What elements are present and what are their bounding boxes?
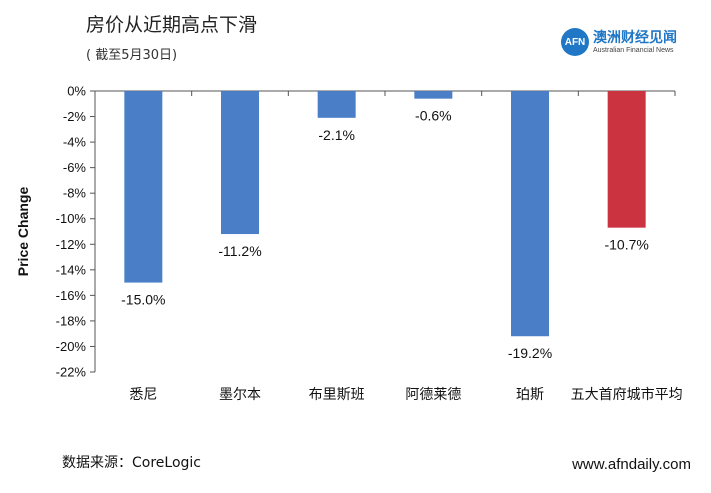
bar xyxy=(414,91,453,99)
data-label: -19.2% xyxy=(508,345,552,361)
y-tick-label: -16% xyxy=(56,288,87,303)
data-label: -0.6% xyxy=(415,108,452,124)
website-url: www.afndaily.com xyxy=(572,456,691,473)
category-label: 悉尼 xyxy=(129,387,157,403)
data-source: 数据来源：CoreLogic xyxy=(62,455,201,471)
data-label: -10.7% xyxy=(604,237,648,253)
y-tick-label: -8% xyxy=(63,186,87,201)
y-tick-label: -20% xyxy=(56,339,87,354)
y-tick-label: 0% xyxy=(67,84,86,99)
afn-logo: AFN 澳洲财经见闻 Australian Financial News xyxy=(561,28,677,56)
bar xyxy=(317,91,356,118)
bar xyxy=(124,91,163,283)
y-axis-title: Price Change xyxy=(15,187,31,277)
chart-title: 房价从近期高点下滑 xyxy=(86,14,258,36)
y-tick-label: -6% xyxy=(63,160,87,175)
y-tick-label: -2% xyxy=(63,109,87,124)
data-label: -15.0% xyxy=(121,292,165,308)
category-label: 墨尔本 xyxy=(219,387,261,403)
bar xyxy=(607,91,646,228)
bar xyxy=(221,91,259,235)
y-tick-label: -14% xyxy=(56,262,87,277)
bar xyxy=(511,91,549,337)
category-label: 珀斯 xyxy=(516,387,544,403)
y-tick-label: -18% xyxy=(56,313,87,328)
logo-en-text: Australian Financial News xyxy=(593,46,674,54)
chart-subtitle: ( 截至5月30日) xyxy=(86,48,178,63)
y-tick-label: -10% xyxy=(56,211,87,226)
afn-logo-icon: AFN xyxy=(561,28,589,56)
y-tick-label: -12% xyxy=(56,237,87,252)
data-label: -2.1% xyxy=(318,127,355,143)
category-label: 五大首府城市平均 xyxy=(571,386,683,403)
logo-cn-text: 澳洲财经见闻 xyxy=(593,29,677,46)
y-tick-label: -22% xyxy=(56,365,87,380)
y-tick-label: -4% xyxy=(63,135,87,150)
category-label: 布里斯班 xyxy=(309,387,365,403)
category-label: 阿德莱德 xyxy=(405,387,461,403)
data-label: -11.2% xyxy=(218,243,261,259)
